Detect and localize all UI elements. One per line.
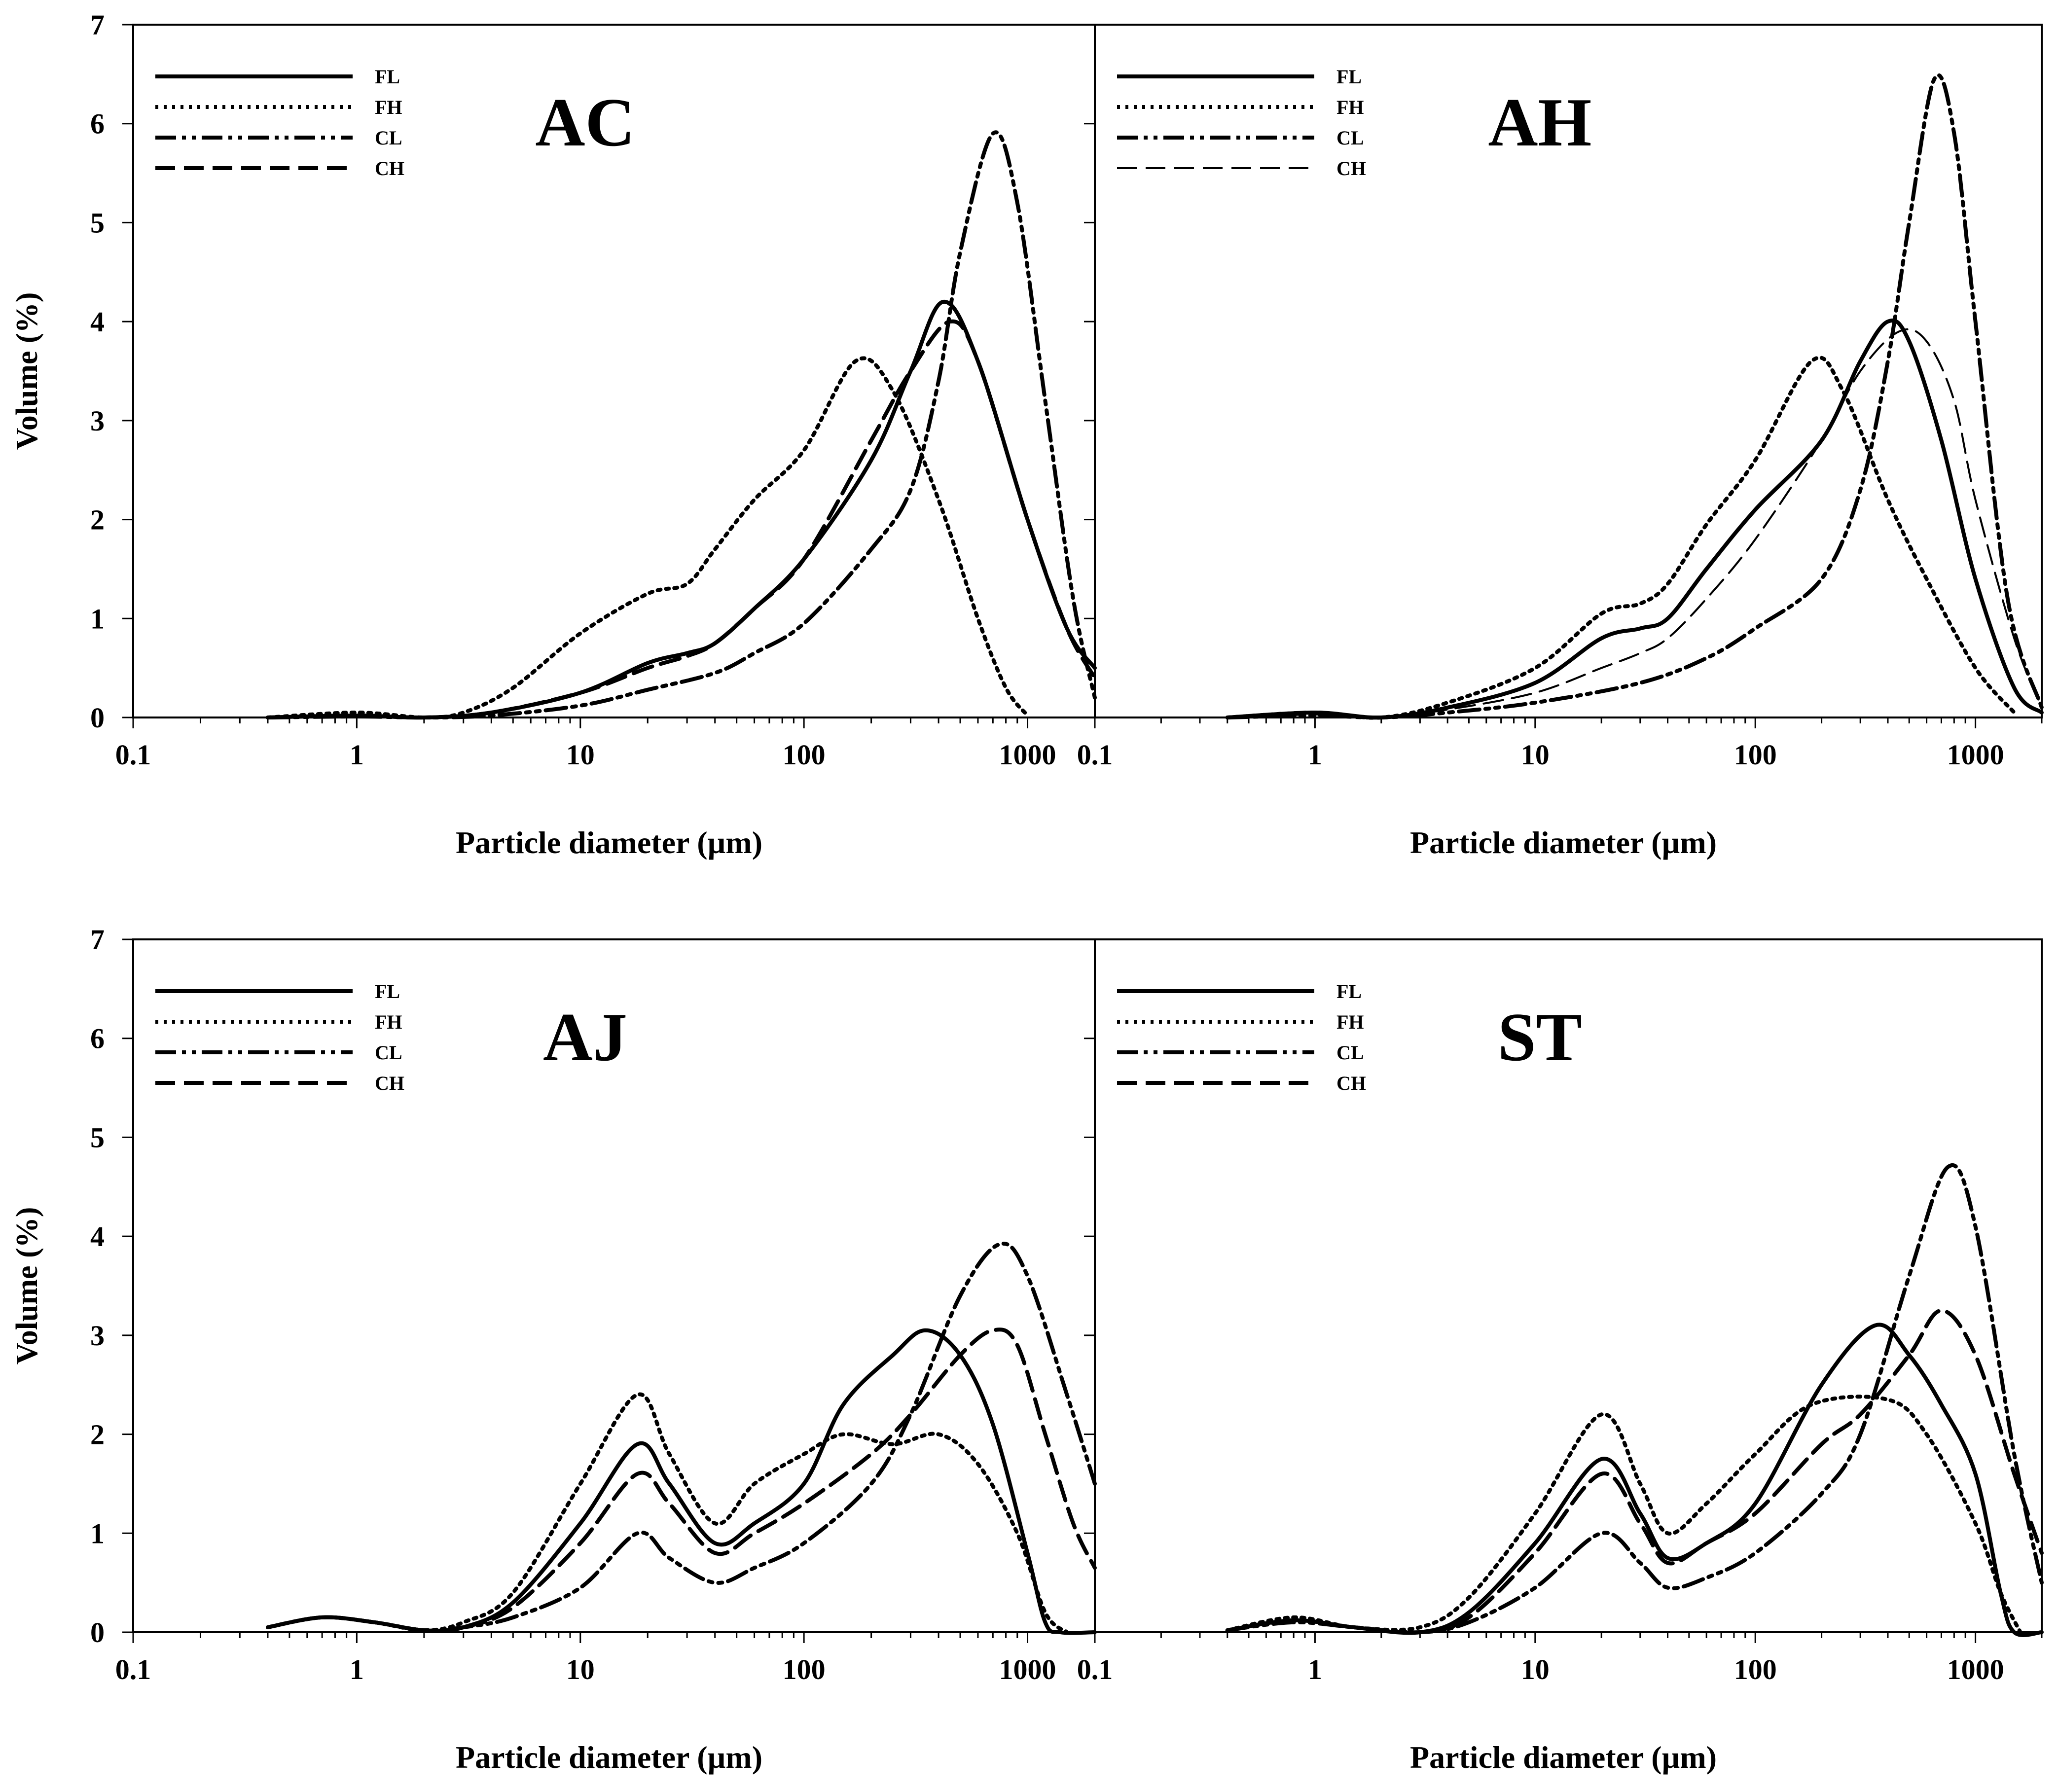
series-line-cl bbox=[1225, 1163, 2044, 1635]
x-axis-label: Particle diameter (µm) bbox=[1410, 1740, 1717, 1775]
y-tick-label: 3 bbox=[90, 405, 105, 437]
series-line-ch bbox=[266, 319, 1097, 720]
series-line-fl bbox=[266, 299, 1097, 720]
y-tick-label: 4 bbox=[90, 1220, 105, 1253]
legend-label-ch: CH bbox=[375, 157, 404, 179]
panel-title: AC bbox=[535, 84, 635, 161]
y-tick-label: 7 bbox=[90, 9, 105, 41]
y-tick-label: 5 bbox=[90, 1121, 105, 1153]
x-axis-label: Particle diameter (µm) bbox=[456, 825, 762, 860]
x-tick-label: 1000 bbox=[1947, 739, 2004, 771]
legend-label-cl: CL bbox=[1336, 127, 1364, 149]
plot-frame bbox=[1094, 24, 2043, 718]
chart-panel-ac: 0.1 1 10 100 1000 0 1 2 3 4 5 6 7 Volume (%) Particle … bbox=[10, 9, 1097, 860]
panel-title: AH bbox=[1488, 84, 1591, 161]
chart-panel-aj: 0.1 1 10 100 1000 0 1 2 3 4 5 6 7 Volume (%) Particle … bbox=[10, 924, 1097, 1775]
series-line-fl bbox=[1225, 318, 2044, 720]
x-axis-label: Particle diameter (µm) bbox=[1410, 825, 1717, 860]
x-tick-label: 0.1 bbox=[115, 1653, 151, 1685]
panel-title: AJ bbox=[543, 999, 627, 1075]
legend-label-fl: FL bbox=[375, 980, 400, 1003]
y-tick-label: 6 bbox=[90, 108, 105, 140]
series-line-fh bbox=[1225, 356, 2017, 720]
x-tick-label: 10 bbox=[1521, 739, 1550, 771]
x-tick-label: 1 bbox=[350, 1653, 364, 1685]
x-tick-label: 1000 bbox=[1947, 1653, 2004, 1685]
x-axis-label: Particle diameter (µm) bbox=[456, 1740, 762, 1775]
y-tick-label: 1 bbox=[90, 603, 105, 635]
x-tick-label: 1 bbox=[1308, 739, 1322, 771]
x-tick-label: 10 bbox=[1521, 1653, 1550, 1685]
x-tick-label: 1000 bbox=[999, 1653, 1056, 1685]
legend-label-fh: FH bbox=[375, 1011, 402, 1033]
y-tick-label: 0 bbox=[90, 1616, 105, 1649]
x-tick-label: 0.1 bbox=[1077, 739, 1113, 771]
chart-panel-ah: 0.1 1 10 100 1000 Particle diameter (µm) AH FL F… bbox=[1077, 24, 2044, 860]
x-tick-label: 10 bbox=[566, 739, 595, 771]
chart-panel-st: 0.1 1 10 100 1000 Particle diameter (µm) ST FL F… bbox=[1077, 938, 2044, 1775]
x-tick-label: 100 bbox=[783, 1653, 826, 1685]
y-axis-label: Volume (%) bbox=[10, 1207, 44, 1365]
x-tick-label: 100 bbox=[1734, 1653, 1777, 1685]
plot-frame bbox=[1094, 938, 2043, 1633]
legend-label-cl: CL bbox=[375, 127, 402, 149]
x-tick-label: 0.1 bbox=[115, 739, 151, 771]
legend-label-fh: FH bbox=[1336, 1011, 1364, 1033]
legend-label-ch: CH bbox=[1336, 157, 1366, 179]
x-tick-label: 10 bbox=[566, 1653, 595, 1685]
series-line-ch bbox=[1225, 1308, 2044, 1635]
y-tick-label: 6 bbox=[90, 1023, 105, 1055]
series-line-cl bbox=[266, 130, 1097, 720]
legend-label-ch: CH bbox=[1336, 1072, 1366, 1094]
y-tick-label: 1 bbox=[90, 1517, 105, 1549]
x-tick-label: 1000 bbox=[999, 739, 1056, 771]
y-tick-label: 2 bbox=[90, 504, 105, 536]
legend-label-fh: FH bbox=[1336, 96, 1364, 118]
series-line-cl bbox=[1225, 73, 2044, 720]
legend-label-fh: FH bbox=[375, 96, 402, 118]
series-line-ch bbox=[266, 1327, 1097, 1633]
legend-label-cl: CL bbox=[1336, 1041, 1364, 1064]
x-tick-label: 100 bbox=[1734, 739, 1777, 771]
x-tick-label: 1 bbox=[1308, 1653, 1322, 1685]
y-tick-label: 0 bbox=[90, 702, 105, 734]
series-line-cl bbox=[266, 1242, 1097, 1633]
y-tick-label: 4 bbox=[90, 306, 105, 338]
series-line-fh bbox=[266, 1392, 1069, 1634]
y-tick-label: 3 bbox=[90, 1320, 105, 1352]
y-tick-label: 2 bbox=[90, 1419, 105, 1451]
legend-label-fl: FL bbox=[1336, 980, 1362, 1003]
x-tick-label: 0.1 bbox=[1077, 1653, 1113, 1685]
legend-label-fl: FL bbox=[1336, 66, 1362, 88]
y-axis-label: Volume (%) bbox=[10, 292, 44, 450]
y-tick-label: 5 bbox=[90, 207, 105, 239]
legend-label-fl: FL bbox=[375, 66, 400, 88]
series-line-fl bbox=[266, 1328, 1097, 1635]
series-line-fl bbox=[1225, 1323, 2044, 1637]
x-tick-label: 100 bbox=[783, 739, 826, 771]
legend-label-ch: CH bbox=[375, 1072, 404, 1094]
y-tick-label: 7 bbox=[90, 924, 105, 956]
panel-title: ST bbox=[1498, 999, 1582, 1075]
series-line-fh bbox=[1225, 1395, 2022, 1634]
x-tick-label: 1 bbox=[350, 739, 364, 771]
legend-label-cl: CL bbox=[375, 1041, 402, 1064]
series-line-ch bbox=[1226, 328, 2043, 719]
